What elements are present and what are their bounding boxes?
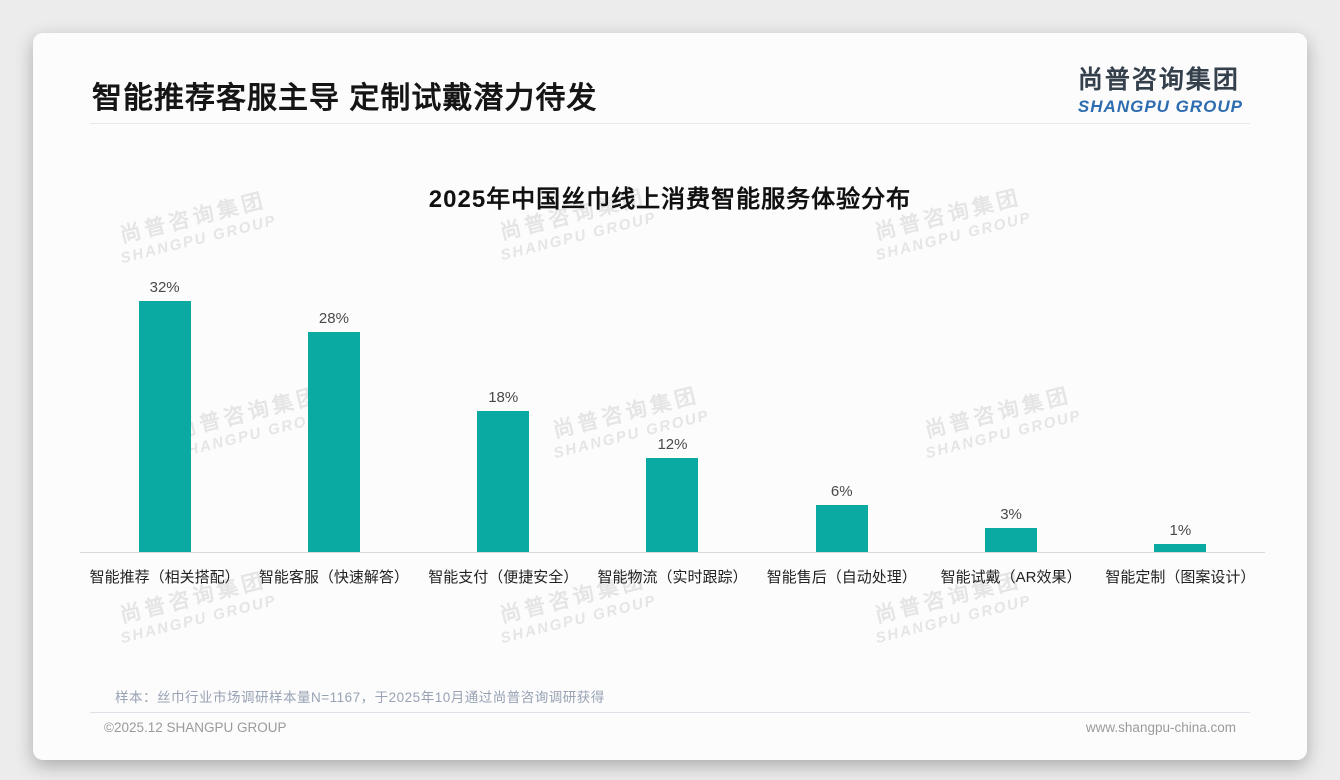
footer: ©2025.12 SHANGPU GROUP www.shangpu-china…: [90, 720, 1250, 735]
bar: [985, 528, 1038, 552]
bar: [1154, 544, 1207, 552]
watermark-text-english: SHANGPU GROUP: [498, 591, 659, 648]
bar-value-label: 12%: [657, 435, 688, 453]
x-axis-label: 智能支付（便捷安全）: [428, 569, 579, 586]
watermark-text-english: SHANGPU GROUP: [873, 591, 1034, 648]
slide-card: 尚普咨询集团 SHANGPU GROUP 尚普咨询集团 SHANGPU GROUP 尚普…: [33, 33, 1307, 760]
bar: [815, 504, 868, 552]
bar: [646, 457, 699, 552]
bar: [307, 332, 360, 552]
bar-value-label: 3%: [1000, 506, 1022, 524]
bar-value-label: 32%: [149, 279, 180, 296]
bar-column: 1%: [1096, 522, 1265, 552]
bar-column: 12%: [588, 436, 757, 552]
bar-column: 32%: [80, 279, 249, 552]
website-text: www.shangpu-china.com: [1085, 720, 1236, 735]
watermark-text-english: SHANGPU GROUP: [118, 211, 279, 268]
copyright-text: ©2025.12 SHANGPU GROUP: [104, 720, 287, 735]
bar: [138, 301, 191, 552]
header-divider: [90, 123, 1250, 124]
page-title: 智能推荐客服主导 定制试戴潜力待发: [92, 82, 598, 115]
x-axis-line: [80, 552, 1265, 553]
bar-column: 6%: [757, 483, 926, 552]
bar-value-label: 28%: [318, 310, 349, 328]
logo-text-chinese: 尚普咨询集团: [1077, 66, 1240, 94]
x-axis-label: 智能物流（实时跟踪）: [597, 569, 748, 586]
bar: [477, 410, 530, 552]
x-axis-label: 智能定制（图案设计）: [1105, 569, 1256, 586]
footer-divider: [90, 712, 1250, 713]
x-axis-labels: 智能推荐（相关搭配） 智能客服（快速解答） 智能支付（便捷安全） 智能物流（实时跟踪）…: [80, 566, 1265, 587]
x-axis-label: 智能售后（自动处理）: [766, 569, 917, 586]
logo-text-english: SHANGPU GROUP: [1077, 97, 1243, 116]
bar-column: 28%: [249, 310, 418, 552]
x-axis-label: 智能客服（快速解答）: [258, 569, 409, 586]
watermark-text-english: SHANGPU GROUP: [118, 591, 279, 648]
chart-title: 2025年中国丝巾线上消费智能服务体验分布: [428, 186, 912, 213]
bar-value-label: 1%: [1169, 522, 1192, 540]
bar-value-label: 6%: [830, 482, 853, 500]
x-axis-label: 智能试戴（AR效果）: [940, 569, 1082, 586]
sample-note: 样本：丝巾行业市场调研样本量N=1167，于2025年10月通过尚普咨询调研获得: [115, 690, 605, 705]
bar-chart-plot: 32% 28% 18% 12% 6% 3% 1%: [80, 263, 1265, 552]
bar-column: 18%: [419, 389, 588, 552]
watermark-text-english: SHANGPU GROUP: [498, 208, 659, 265]
x-axis-label: 智能推荐（相关搭配）: [89, 569, 240, 586]
watermark-text-english: SHANGPU GROUP: [873, 208, 1034, 265]
bar-value-label: 18%: [488, 388, 519, 406]
bar-column: 3%: [926, 506, 1095, 552]
company-logo: 尚普咨询集团 SHANGPU GROUP: [1078, 60, 1243, 117]
